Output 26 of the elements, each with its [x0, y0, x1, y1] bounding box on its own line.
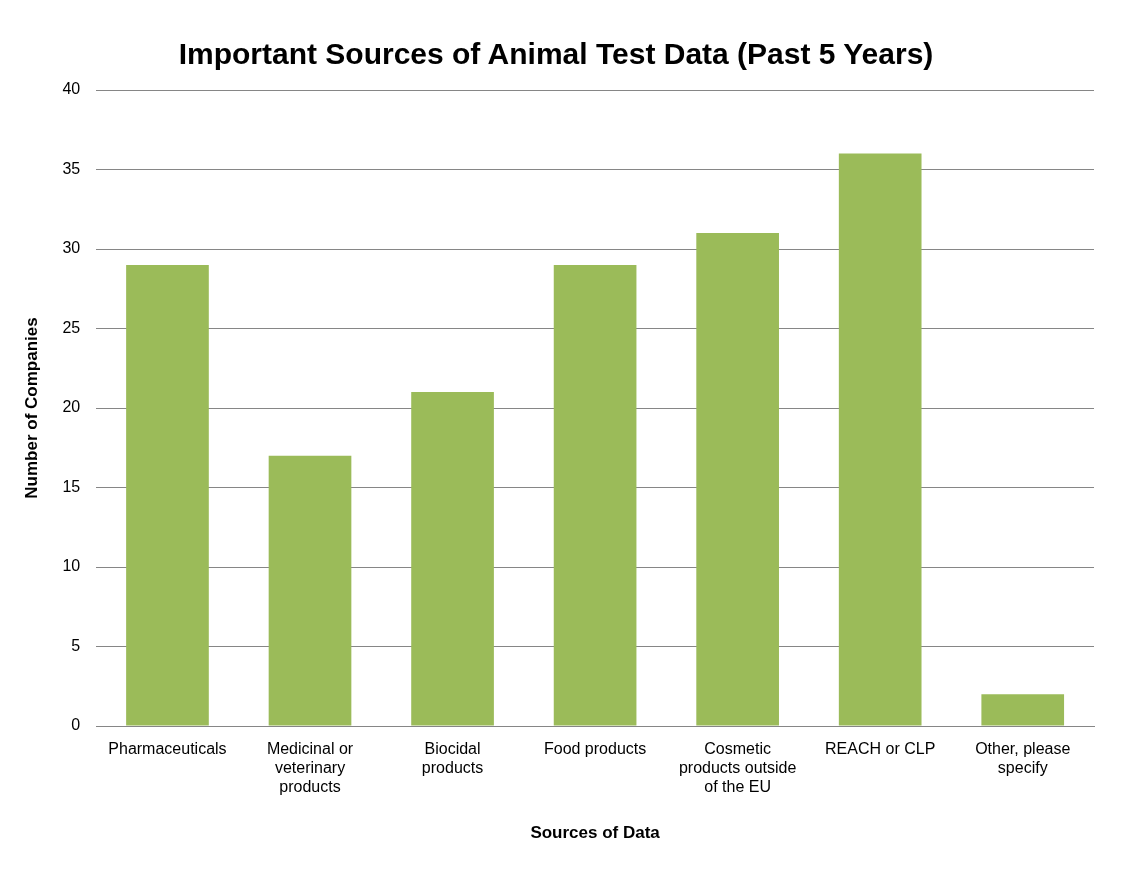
y-tick-label: 10	[62, 557, 81, 575]
bar	[126, 264, 209, 726]
x-tick-label: Cosmetic products outside of the EU	[678, 740, 797, 796]
chart-title: Important Sources of Animal Test Data (Past 5 Years)	[178, 37, 934, 71]
y-tick-label: 35	[62, 159, 81, 177]
y-tick-label: 15	[62, 477, 81, 495]
x-tick-label: Other, please specify	[975, 740, 1071, 777]
x-tick-label: Biocidal products	[421, 740, 484, 777]
y-tick-label: 40	[62, 80, 81, 98]
bar	[696, 233, 779, 726]
x-tick-label: REACH or CLP	[825, 740, 936, 758]
bar	[268, 455, 352, 726]
bar	[553, 264, 637, 726]
bar	[981, 694, 1065, 726]
x-axis-title: Sources of Data	[530, 823, 661, 843]
y-tick-label: 0	[71, 716, 81, 734]
bar	[411, 392, 494, 726]
y-tick-label: 25	[62, 318, 81, 336]
y-axis-title: Number of Companies	[21, 317, 41, 499]
x-tick-label: Pharmaceuticals	[108, 740, 227, 758]
x-tick-label: Medicinal or veterinary products	[266, 740, 354, 796]
y-tick-label: 20	[62, 398, 81, 416]
y-tick-label: 5	[71, 636, 81, 654]
x-tick-label: Food products	[543, 740, 647, 758]
bar	[838, 153, 922, 726]
y-tick-label: 30	[62, 239, 81, 257]
